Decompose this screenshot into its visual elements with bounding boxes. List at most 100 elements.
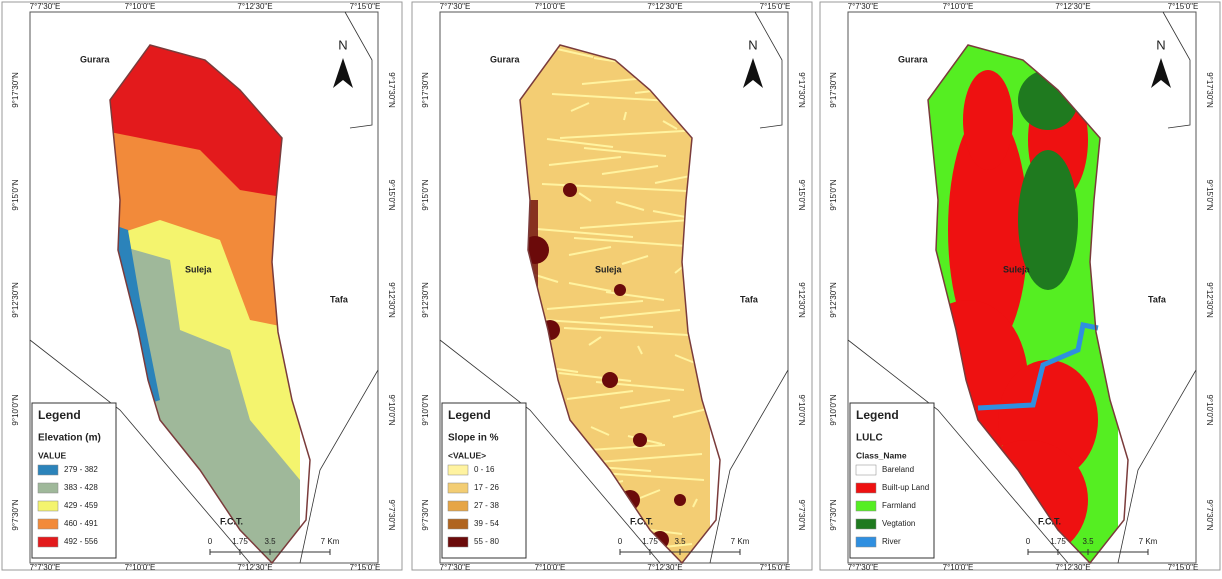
- top-tick-label: 7°12'30"E: [1055, 2, 1090, 11]
- top-tick-label: 7°10'0"E: [535, 2, 566, 11]
- left-tick-label: 9°12'30"N: [829, 282, 838, 318]
- legend-label: Farmland: [882, 501, 916, 510]
- left-tick-label: 9°10'0"N: [421, 394, 430, 425]
- legend-swatch: [38, 465, 58, 475]
- left-tick-label: 9°10'0"N: [829, 394, 838, 425]
- legend-swatch: [856, 483, 876, 493]
- figure: 7°7'30"E 7°10'0"E 7°12'30"E 7°15'0"E 7°7'30"…: [0, 0, 1222, 574]
- bottom-tick-label: 7°15'0"E: [1168, 563, 1199, 572]
- legend-swatch: [856, 501, 876, 511]
- legend: Legend LULC Class_Name Bareland Built-up Lan…: [850, 403, 934, 558]
- legend-label: 279 - 382: [64, 465, 98, 474]
- legend-label: 27 - 38: [474, 501, 499, 510]
- north-label: N: [338, 37, 347, 52]
- legend-label: 492 - 556: [64, 537, 98, 546]
- bottom-tick-label: 7°15'0"E: [350, 563, 381, 572]
- top-tick-label: 7°10'0"E: [943, 2, 974, 11]
- legend-label: Bareland: [882, 465, 914, 474]
- legend-box: [32, 403, 116, 558]
- legend-swatch: [448, 465, 468, 475]
- right-tick-label: 9°7'30"N: [797, 499, 806, 530]
- scale-label: 1.75: [1050, 537, 1066, 546]
- top-tick-label: 7°7'30"E: [440, 2, 471, 11]
- scale-label: 1.75: [232, 537, 248, 546]
- scale-label: 7 Km: [1139, 537, 1158, 546]
- bottom-tick-label: 7°12'30"E: [1055, 563, 1090, 572]
- legend-label: 17 - 26: [474, 483, 499, 492]
- scale-label: 0: [1026, 537, 1031, 546]
- legend-swatch: [448, 537, 468, 547]
- place-label: Gurara: [80, 54, 111, 64]
- top-tick-label: 7°12'30"E: [237, 2, 272, 11]
- place-label: F.C.T.: [630, 516, 653, 526]
- right-tick-label: 9°7'30"N: [387, 499, 396, 530]
- legend-label: 383 - 428: [64, 483, 98, 492]
- legend-swatch: [448, 519, 468, 529]
- top-tick-label: 7°7'30"E: [848, 2, 879, 11]
- legend-field: <VALUE>: [448, 450, 486, 460]
- place-label: Suleja: [595, 264, 623, 274]
- left-tick-label: 9°7'30"N: [421, 499, 430, 530]
- legend-swatch: [856, 465, 876, 475]
- legend-swatch: [38, 519, 58, 529]
- right-tick-label: 9°15'0"N: [1205, 179, 1214, 210]
- place-label: Tafa: [740, 294, 759, 304]
- legend-title: Legend: [448, 408, 491, 422]
- north-label: N: [1156, 37, 1165, 52]
- legend-label: River: [882, 537, 901, 546]
- texture: [602, 372, 618, 388]
- legend-title: Legend: [856, 408, 899, 422]
- right-tick-label: 9°10'0"N: [1205, 394, 1214, 425]
- top-tick-label: 7°10'0"E: [125, 2, 156, 11]
- legend-field: Class_Name: [856, 450, 907, 460]
- right-tick-label: 9°17'30"N: [1205, 72, 1214, 108]
- bottom-tick-label: 7°7'30"E: [440, 563, 471, 572]
- legend-swatch: [38, 483, 58, 493]
- scale-label: 3.5: [264, 537, 276, 546]
- legend-title: Legend: [38, 408, 81, 422]
- left-tick-label: 9°17'30"N: [421, 72, 430, 108]
- place-label: F.C.T.: [220, 516, 243, 526]
- map-panel: 7°7'30"E 7°10'0"E 7°12'30"E 7°15'0"E 7°7'30"…: [412, 2, 812, 574]
- legend-swatch: [856, 519, 876, 529]
- bottom-tick-label: 7°10'0"E: [943, 563, 974, 572]
- legend-swatch: [38, 501, 58, 511]
- place-label: Suleja: [1003, 264, 1031, 274]
- place-label: F.C.T.: [1038, 516, 1061, 526]
- legend-label: 460 - 491: [64, 519, 98, 528]
- legend-box: [442, 403, 526, 558]
- right-tick-label: 9°15'0"N: [797, 179, 806, 210]
- bottom-tick-label: 7°7'30"E: [848, 563, 879, 572]
- place-label: Suleja: [185, 264, 213, 274]
- texture: [674, 494, 686, 506]
- right-tick-label: 9°10'0"N: [797, 394, 806, 425]
- top-tick-label: 7°12'30"E: [647, 2, 682, 11]
- legend-subtitle: Elevation (m): [38, 433, 101, 444]
- right-tick-label: 9°10'0"N: [387, 394, 396, 425]
- legend-label: Built-up Land: [882, 483, 929, 492]
- place-label: Gurara: [898, 54, 929, 64]
- scale-label: 3.5: [1082, 537, 1094, 546]
- scale-label: 0: [618, 537, 623, 546]
- left-tick-label: 9°7'30"N: [829, 499, 838, 530]
- place-label: Gurara: [490, 54, 521, 64]
- scale-label: 0: [208, 537, 213, 546]
- texture: [614, 284, 626, 296]
- map-panel: 7°7'30"E 7°10'0"E 7°12'30"E 7°15'0"E 7°7'30"…: [820, 2, 1220, 572]
- left-tick-label: 9°17'30"N: [829, 72, 838, 108]
- bottom-tick-label: 7°12'30"E: [237, 563, 272, 572]
- right-tick-label: 9°12'30"N: [387, 282, 396, 318]
- top-tick-label: 7°15'0"E: [760, 2, 791, 11]
- scale-label: 1.75: [642, 537, 658, 546]
- place-label: Tafa: [1148, 294, 1167, 304]
- left-tick-label: 9°12'30"N: [421, 282, 430, 318]
- zone: [963, 70, 1013, 170]
- left-tick-label: 9°15'0"N: [829, 179, 838, 210]
- legend-label: 55 - 80: [474, 537, 499, 546]
- right-tick-label: 9°17'30"N: [797, 72, 806, 108]
- left-tick-label: 9°12'30"N: [11, 282, 20, 318]
- legend-swatch: [38, 537, 58, 547]
- legend-subtitle: LULC: [856, 433, 883, 444]
